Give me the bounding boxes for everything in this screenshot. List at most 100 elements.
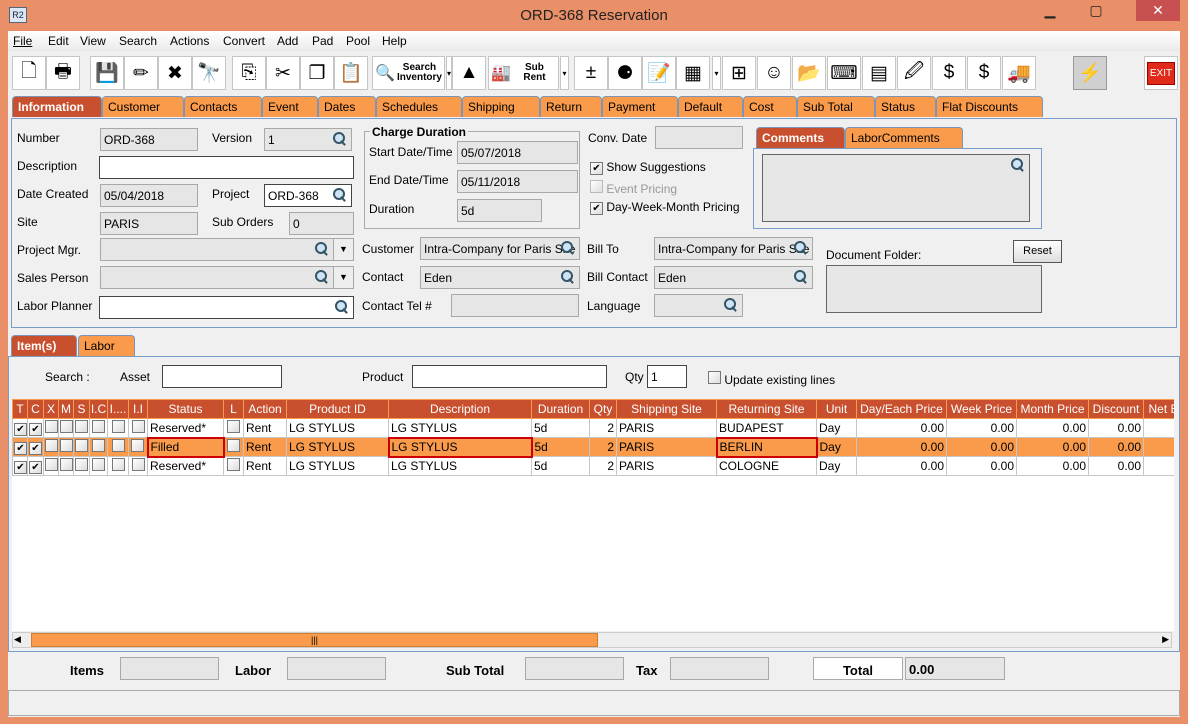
search-inventory-button[interactable]: 🔍 Search Inventory — [372, 56, 445, 90]
returning-cell[interactable]: COLOGNE — [716, 456, 817, 476]
shapes-button[interactable]: ▲ — [452, 56, 486, 90]
search-icon[interactable] — [1011, 158, 1025, 172]
minimize-button[interactable]: ▁ — [1044, 2, 1056, 18]
column-header[interactable]: Discount — [1088, 399, 1144, 419]
duration-cell[interactable]: 5d — [531, 437, 590, 457]
asset-input[interactable] — [162, 365, 282, 388]
checkbox-unchecked[interactable] — [92, 458, 105, 471]
cut-button[interactable]: ✂ — [266, 56, 300, 90]
l-cell[interactable] — [223, 437, 244, 457]
checkbox-checked[interactable]: ✔ — [14, 460, 27, 474]
plus-minus-button[interactable]: ± — [574, 56, 608, 90]
document-edit-button[interactable]: 🖉 — [897, 56, 931, 90]
dwm-pricing-checkbox[interactable]: ✔ Day-Week-Month Pricing — [590, 200, 740, 215]
close-button[interactable]: ✕ — [1136, 0, 1180, 21]
contact-tel-field[interactable] — [451, 294, 579, 317]
column-header[interactable]: Action — [243, 399, 287, 419]
duration-cell[interactable]: 5d — [531, 456, 590, 476]
flag-cell[interactable]: ✔ — [27, 418, 44, 438]
tab-dates[interactable]: Dates — [318, 96, 376, 117]
bill-contact-field[interactable]: Eden — [654, 266, 813, 289]
flag-cell[interactable] — [107, 456, 129, 476]
project-field[interactable]: ORD-368 — [264, 184, 352, 207]
day-cell[interactable]: 0.00 — [856, 456, 947, 476]
version-field[interactable]: 1 — [264, 128, 352, 151]
folder-clock-button[interactable]: 📂 — [792, 56, 826, 90]
dropdown-button[interactable]: ▾ — [560, 56, 569, 90]
checkbox-unchecked[interactable] — [111, 458, 125, 471]
search-icon[interactable] — [561, 241, 575, 255]
show-suggestions-checkbox[interactable]: ✔ Show Suggestions — [590, 160, 706, 175]
duration-field[interactable]: 5d — [457, 199, 542, 222]
week-cell[interactable]: 0.00 — [946, 437, 1017, 457]
search-icon[interactable] — [794, 270, 808, 284]
column-header[interactable]: Returning Site — [716, 399, 817, 419]
unit-cell[interactable]: Day — [816, 437, 857, 457]
column-header[interactable]: T — [12, 399, 28, 419]
bill-to-field[interactable]: Intra-Company for Paris Site — [654, 237, 813, 260]
net-cell[interactable] — [1143, 456, 1174, 476]
customer-field[interactable]: Intra-Company for Paris Site — [420, 237, 580, 260]
returning-cell[interactable]: BERLIN — [715, 436, 818, 458]
menu-convert[interactable]: Convert — [223, 34, 266, 48]
tab-contacts[interactable]: Contacts — [184, 96, 262, 117]
comments-textarea[interactable] — [762, 154, 1030, 222]
print-button[interactable]: 🖶 — [46, 56, 80, 90]
description-cell[interactable]: LG STYLUS — [388, 456, 532, 476]
checkbox-unchecked[interactable] — [131, 439, 145, 452]
discount-cell[interactable]: 0.00 — [1088, 456, 1144, 476]
binoculars-button[interactable]: 🔭 — [192, 56, 226, 90]
column-header[interactable]: Month Price — [1016, 399, 1089, 419]
scrollbar-thumb[interactable]: ||| — [31, 633, 598, 647]
new-document-button[interactable]: 🗋 — [12, 56, 46, 90]
barrels-button[interactable]: ▤ — [862, 56, 896, 90]
column-header[interactable]: I.C — [89, 399, 108, 419]
checkbox-checked[interactable]: ✔ — [590, 162, 603, 175]
menu-file[interactable]: File — [13, 34, 33, 48]
description-cell[interactable]: LG STYLUS — [387, 436, 533, 458]
scroll-left-icon[interactable]: ◀ — [14, 634, 21, 644]
status-cell[interactable]: Filled — [146, 436, 225, 458]
checkbox-unchecked[interactable] — [75, 458, 88, 471]
column-header[interactable]: Duration — [531, 399, 590, 419]
sub-rent-button[interactable]: 🏭 Sub Rent — [488, 56, 559, 90]
net-cell[interactable] — [1143, 418, 1174, 438]
flag-cell[interactable] — [89, 418, 108, 438]
chevron-down-icon[interactable]: ▼ — [333, 239, 353, 260]
update-existing-checkbox[interactable]: Update existing lines — [708, 371, 835, 387]
tab-items[interactable]: Item(s) — [11, 335, 77, 356]
conv-date-field[interactable] — [655, 126, 743, 149]
tab-customer[interactable]: Customer — [102, 96, 184, 117]
checkbox-checked[interactable]: ✔ — [14, 422, 27, 436]
column-header[interactable]: Product ID — [286, 399, 389, 419]
menu-edit[interactable]: Edit — [48, 34, 69, 48]
flag-cell[interactable] — [128, 456, 148, 476]
checkbox-unchecked[interactable] — [45, 420, 58, 433]
search-icon[interactable] — [794, 241, 808, 255]
flag-cell[interactable]: ✔ — [27, 437, 44, 457]
tab-labor-comments[interactable]: LaborComments — [845, 127, 963, 148]
qty-cell[interactable]: 2 — [589, 437, 617, 457]
contact-field[interactable]: Eden — [420, 266, 580, 289]
menu-view[interactable]: View — [80, 34, 106, 48]
flag-cell[interactable] — [58, 437, 74, 457]
sales-person-combo[interactable]: ▼ — [100, 266, 354, 289]
copy-button[interactable]: ❐ — [300, 56, 334, 90]
maximize-button[interactable]: ▢ — [1089, 2, 1103, 18]
day-cell[interactable]: 0.00 — [856, 437, 947, 457]
checkbox-unchecked[interactable] — [60, 420, 73, 433]
menu-add[interactable]: Add — [277, 34, 299, 48]
disabled-tool-button[interactable]: ▦ — [676, 56, 710, 90]
column-header[interactable]: Unit — [816, 399, 857, 419]
search-icon[interactable] — [315, 270, 329, 284]
column-header[interactable]: Shipping Site — [616, 399, 717, 419]
language-field[interactable] — [654, 294, 743, 317]
returning-cell[interactable]: BUDAPEST — [716, 418, 817, 438]
week-cell[interactable]: 0.00 — [946, 456, 1017, 476]
truck-button[interactable]: 🚚 — [1002, 56, 1036, 90]
checkbox-unchecked[interactable] — [92, 439, 105, 452]
l-cell[interactable] — [223, 456, 244, 476]
tab-cost[interactable]: Cost — [743, 96, 797, 117]
menu-help[interactable]: Help — [382, 34, 407, 48]
checkbox-unchecked[interactable] — [45, 458, 58, 471]
